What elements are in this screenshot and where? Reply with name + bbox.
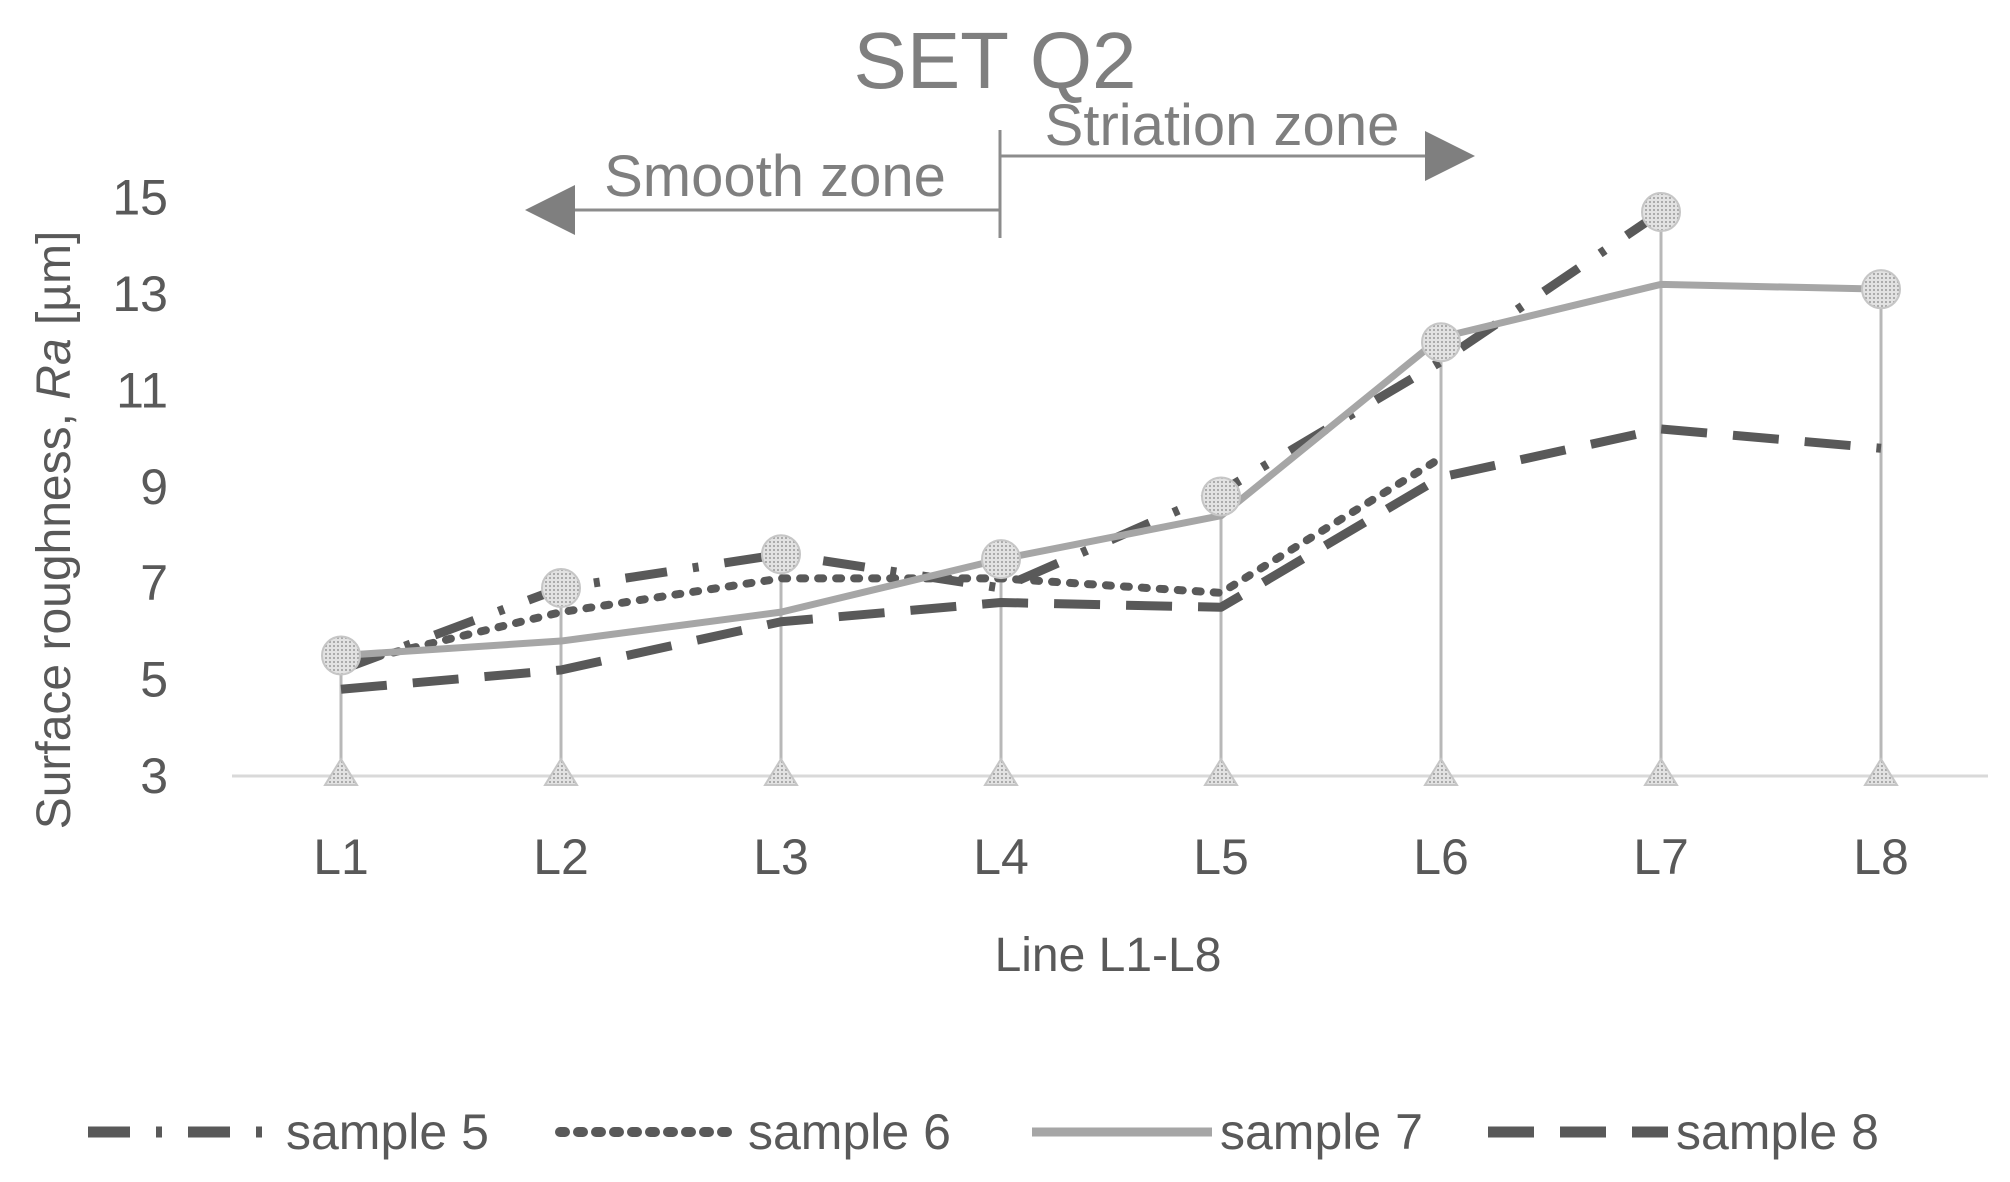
data-point-marker xyxy=(1641,192,1681,233)
y-tick-label: 9 xyxy=(140,459,168,515)
y-tick-label: 13 xyxy=(112,266,168,322)
plot-area: 3 5 7 9 11 13 15 L1 L2 L3 L4 L5 L6 L7 L8 xyxy=(112,170,1988,885)
x-tick-label: L2 xyxy=(533,829,589,885)
baseline-marker xyxy=(1203,757,1239,786)
y-tick-label: 15 xyxy=(112,170,168,226)
x-tick-label: L6 xyxy=(1413,829,1469,885)
chart-title: SET Q2 xyxy=(853,16,1136,105)
y-axis-title: Surface roughness, Ra [µm] xyxy=(28,231,81,830)
x-axis-title: Line L1-L8 xyxy=(995,929,1222,982)
data-point-marker xyxy=(1201,476,1241,517)
baseline-marker xyxy=(543,757,579,786)
legend-label: sample 5 xyxy=(286,1104,489,1160)
baseline-marker xyxy=(1863,757,1899,786)
data-point-marker xyxy=(1861,269,1901,310)
data-point-marker xyxy=(981,539,1021,580)
legend-label: sample 6 xyxy=(748,1104,951,1160)
data-point-marker xyxy=(761,534,801,575)
baseline-marker xyxy=(763,757,799,786)
y-tick-label: 5 xyxy=(140,652,168,708)
x-tick-label: L5 xyxy=(1193,829,1249,885)
baseline-marker xyxy=(1423,757,1459,786)
striation-zone-arrowhead xyxy=(1425,131,1475,181)
baseline-marker xyxy=(1643,757,1679,786)
baseline-marker xyxy=(323,757,359,786)
y-axis-title-unit: [µm] xyxy=(28,231,81,339)
data-point-marker xyxy=(541,568,581,609)
series-line-sample-8 xyxy=(340,424,1882,694)
series-line-sample-6 xyxy=(337,453,1445,670)
x-tick-label: L3 xyxy=(753,829,809,885)
data-point-marker xyxy=(1421,322,1461,363)
data-point-marker xyxy=(321,635,361,676)
striation-zone-label: Striation zone xyxy=(1045,93,1400,158)
series-line-sample-7 xyxy=(340,280,1882,659)
smooth-zone-arrowhead xyxy=(525,185,575,235)
x-tick-label: L7 xyxy=(1633,829,1689,885)
y-axis-title-italic: Ra xyxy=(28,338,81,399)
y-tick-label: 11 xyxy=(116,362,168,418)
x-tick-label: L4 xyxy=(973,829,1029,885)
x-tick-label: L8 xyxy=(1853,829,1909,885)
zone-annotations: Smooth zone Striation zone xyxy=(525,93,1475,238)
baseline-marker xyxy=(983,757,1019,786)
x-tick-label: L1 xyxy=(313,829,369,885)
smooth-zone-label: Smooth zone xyxy=(604,144,946,209)
legend-label: sample 8 xyxy=(1676,1104,1879,1160)
y-tick-label: 3 xyxy=(140,748,168,804)
legend-label: sample 7 xyxy=(1220,1104,1423,1160)
y-tick-label: 7 xyxy=(140,555,168,611)
legend: sample 5 sample 6 sample 7 sample 8 xyxy=(88,1104,1879,1160)
y-axis-title-main: Surface roughness, xyxy=(28,400,81,830)
